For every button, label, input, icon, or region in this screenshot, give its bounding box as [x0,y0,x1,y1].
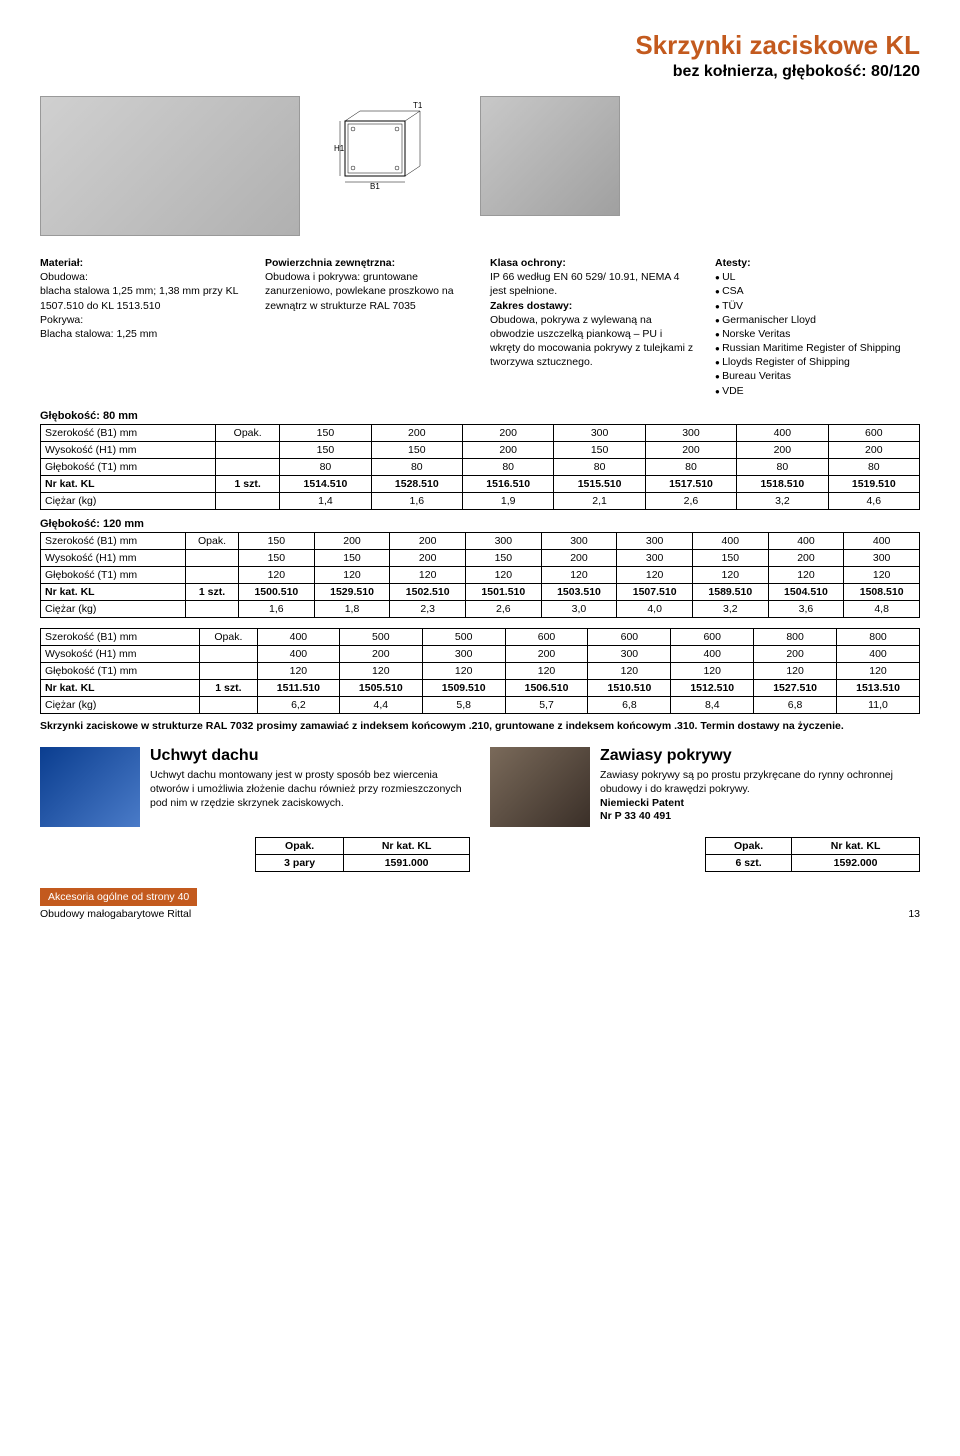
spec-certs: Atesty: ULCSATÜVGermanischer LloydNorske… [715,256,920,398]
label-h1: H1 [334,144,345,153]
spec-surface: Powierzchnia zewnętrzna: Obudowa i pokry… [265,256,470,398]
label-t1: T1 [413,101,423,110]
dimension-diagram: H1 B1 T1 [320,96,440,196]
cert-item: CSA [715,284,920,298]
acc2-title: Zawiasy pokrywy [600,747,920,765]
order-note: Skrzynki zaciskowe w strukturze RAL 7032… [40,720,920,734]
acc1-table: Opak.Nr kat. KL 3 pary1591.000 [255,837,470,872]
accessories-row: Uchwyt dachu Uchwyt dachu montowany jest… [40,747,920,827]
depth-120-label: Głębokość: 120 mm [40,518,920,530]
acc2-table: Opak.Nr kat. KL 6 szt.1592.000 [705,837,920,872]
accessory-cover-hinges: Zawiasy pokrywy Zawiasy pokrywy są po pr… [490,747,920,827]
table-120b: Szerokość (B1) mmOpak.400500500600600600… [40,628,920,714]
acc2-text: Zawiasy pokrywy są po prostu przykręcane… [600,769,920,824]
product-photo [40,96,300,236]
label-b1: B1 [370,182,380,191]
cert-item: Lloyds Register of Shipping [715,355,920,369]
accessory-roof-holder: Uchwyt dachu Uchwyt dachu montowany jest… [40,747,470,827]
cert-item: Norske Veritas [715,327,920,341]
cert-item: UL [715,270,920,284]
footer-bar: Akcesoria ogólne od strony 40 [40,888,920,906]
acc2-image [490,747,590,827]
spec-material: Materiał: Obudowa: blacha stalowa 1,25 m… [40,256,245,398]
cert-item: Germanischer Lloyd [715,313,920,327]
acc1-title: Uchwyt dachu [150,747,470,765]
footer-bottom: Obudowy małogabarytowe Rittal 13 [40,908,920,920]
cert-item: TÜV [715,299,920,313]
footer-pageno: 13 [908,908,920,920]
footer-accessories: Akcesoria ogólne od strony 40 [40,888,197,906]
title-main: Skrzynki zaciskowe KL [40,30,920,61]
hero-row: H1 B1 T1 [40,96,920,236]
page-title-block: Skrzynki zaciskowe KL bez kołnierza, głę… [40,30,920,81]
table-80: Szerokość (B1) mmOpak.150200200300300400… [40,424,920,510]
acc1-text: Uchwyt dachu montowany jest w prosty spo… [150,769,470,810]
cert-item: VDE [715,384,920,398]
cert-item: Russian Maritime Register of Shipping [715,341,920,355]
title-sub: bez kołnierza, głębokość: 80/120 [40,63,920,81]
depth-80-label: Głębokość: 80 mm [40,410,920,422]
acc1-image [40,747,140,827]
product-render [480,96,620,216]
spec-protection: Klasa ochrony: IP 66 według EN 60 529/ 1… [490,256,695,398]
table-120a: Szerokość (B1) mmOpak.150200200300300300… [40,532,920,618]
footer-left-text: Obudowy małogabarytowe Rittal [40,908,191,920]
cert-item: Bureau Veritas [715,369,920,383]
specs-columns: Materiał: Obudowa: blacha stalowa 1,25 m… [40,256,920,398]
